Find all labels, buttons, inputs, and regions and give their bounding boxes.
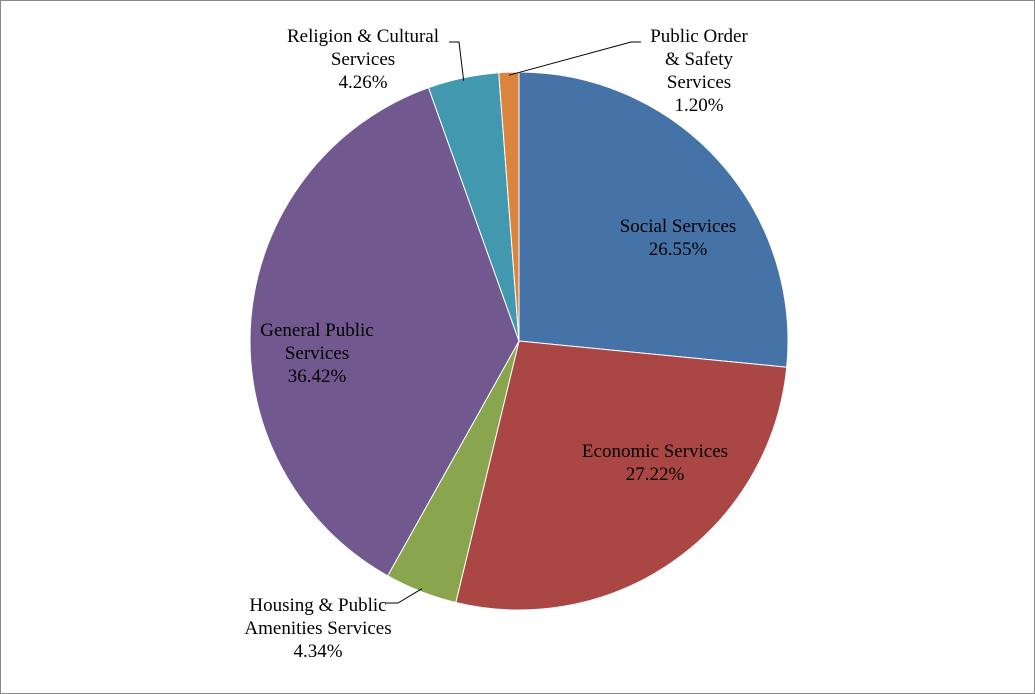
slice-name-label: General Public xyxy=(260,320,373,341)
slice-value-label: 27.22% xyxy=(626,464,685,485)
slice-label: Housing & Public Amenities Services 4.34% xyxy=(244,595,391,662)
leader-line xyxy=(449,41,465,81)
slice-name-label: & Safety xyxy=(665,49,734,70)
slice-label: Religion & Cultural Services 4.26% xyxy=(287,26,439,93)
slice-name-label: Housing & Public xyxy=(249,595,386,616)
slice-labels: Social Services 26.55% Economic Services 27… xyxy=(244,26,748,662)
pie-slice-social-services xyxy=(518,71,789,368)
slice-label: Social Services 26.55% xyxy=(620,216,737,260)
leader-line xyxy=(508,41,641,76)
slice-name-label: Religion & Cultural xyxy=(287,26,439,47)
leader-line xyxy=(386,588,423,604)
slice-label: Public Order & Safety Services 1.20% xyxy=(650,26,748,116)
slice-value-label: 4.26% xyxy=(338,72,387,93)
pie-slice-general-public-services xyxy=(249,87,520,577)
slice-name-label: Economic Services xyxy=(582,441,728,462)
slice-name-label: Services xyxy=(331,49,395,70)
pie-slice-economic-services xyxy=(455,340,788,611)
slice-name-label: Public Order xyxy=(650,26,748,47)
slice-value-label: 36.42% xyxy=(288,366,347,387)
slice-name-label: Amenities Services xyxy=(244,618,391,639)
slice-value-label: 4.34% xyxy=(293,641,342,662)
slice-value-label: 26.55% xyxy=(649,239,708,260)
pie-slices xyxy=(249,71,789,611)
slice-value-label: 1.20% xyxy=(674,95,723,116)
leader-lines xyxy=(386,41,641,604)
slice-label: Economic Services 27.22% xyxy=(582,441,728,485)
slice-name-label: Social Services xyxy=(620,216,737,237)
slice-name-label: Services xyxy=(285,343,349,364)
slice-name-label: Services xyxy=(667,72,731,93)
slice-label: General Public Services 36.42% xyxy=(260,320,373,387)
